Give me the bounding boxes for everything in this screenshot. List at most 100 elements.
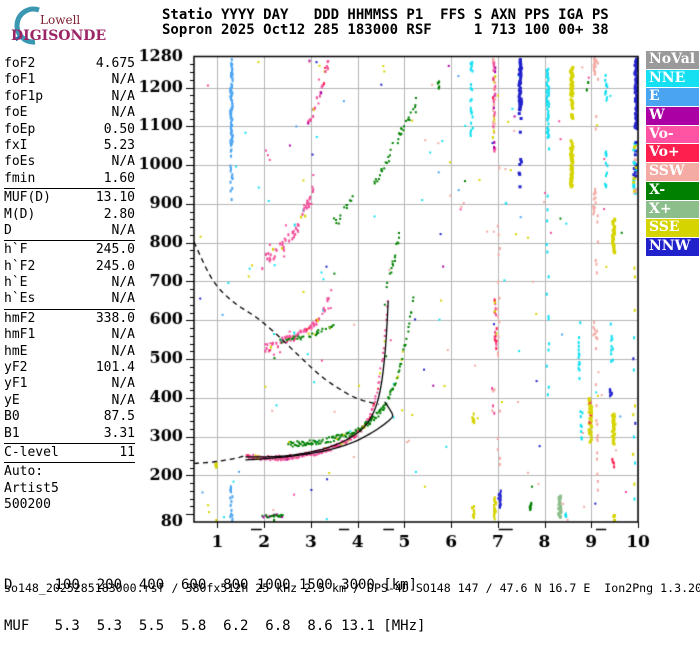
param-row-d: D N/A: [4, 223, 135, 239]
param-separator: [4, 442, 135, 444]
param-label: foEs: [4, 154, 36, 170]
legend-item-e: E: [646, 88, 699, 107]
legend-item-noval: NoVal: [646, 51, 699, 69]
param-value: N/A: [111, 275, 135, 291]
header-line-values: Sopron 2025 Oct12 285 183000 RSF 1 713 1…: [162, 22, 609, 38]
param-label: h`F2: [4, 258, 36, 274]
param-value: N/A: [111, 327, 135, 343]
param-row-hme: hmE N/A: [4, 344, 135, 360]
param-row-m-d: M(D) 2.80: [4, 207, 135, 223]
param-row-yf2: yF2 101.4: [4, 360, 135, 376]
footer-status-line: so148_2025285183000.rsf / 380fx512h 25 k…: [4, 581, 700, 595]
legend-item-vo-: Vo-: [646, 125, 699, 144]
legend-item-nne: NNE: [646, 69, 699, 88]
legend-item-ssw: SSW: [646, 163, 699, 181]
param-separator: [4, 462, 135, 464]
param-label: h`E: [4, 275, 28, 291]
param-row-ye: yE N/A: [4, 393, 135, 409]
param-row-h-f: h`F 245.0: [4, 242, 135, 258]
param-value: 3.31: [103, 425, 135, 441]
logo-arc-icon: [14, 6, 40, 45]
digisonde-logo: Lowell DIGISONDE: [4, 3, 134, 51]
param-value: N/A: [111, 222, 135, 238]
param-row-fof1p: foF1p N/A: [4, 89, 135, 105]
param-row-fmin: fmin 1.60: [4, 171, 135, 187]
param-row-foe: foE N/A: [4, 105, 135, 121]
param-label: C-level: [4, 444, 59, 460]
autoscaling-info-line: 500200: [4, 497, 51, 513]
param-row-hmf2: hmF2 338.0: [4, 311, 135, 327]
param-value: 245.0: [95, 258, 135, 274]
param-label: fxI: [4, 137, 28, 153]
param-row-h-e: h`E N/A: [4, 275, 135, 291]
param-label: h`Es: [4, 291, 36, 307]
param-label: B0: [4, 409, 20, 425]
autoscaling-info-line: Auto:: [4, 464, 44, 480]
param-row-fof2: foF2 4.675: [4, 56, 135, 72]
ionogram-plot-canvas: [0, 0, 700, 600]
param-row-h-f2: h`F2 245.0: [4, 259, 135, 275]
param-separator: [4, 308, 135, 310]
param-label: hmE: [4, 343, 28, 359]
param-label: D: [4, 222, 12, 238]
param-row-fxi: fxI 5.23: [4, 138, 135, 154]
param-label: foF1: [4, 72, 36, 88]
param-label: fmin: [4, 170, 36, 186]
distance-row: D 100 200 400 600 800 1000 1500 3000 [km…: [4, 576, 418, 593]
param-value: 5.23: [103, 137, 135, 153]
param-value: 4.675: [95, 56, 135, 71]
param-value: N/A: [111, 392, 135, 408]
param-label: B1: [4, 425, 20, 441]
param-row-foes: foEs N/A: [4, 154, 135, 170]
param-value: 87.5: [103, 409, 135, 425]
parameter-panel: foF2 4.675 foF1 N/A foF1p N/A foE N/A foEp 0.50 fx…: [4, 56, 135, 514]
param-value: 338.0: [95, 310, 135, 326]
param-label: M(D): [4, 206, 36, 222]
param-label: foE: [4, 105, 28, 121]
param-value: 2.80: [103, 206, 135, 222]
param-label: foEp: [4, 121, 36, 137]
param-row-fof1: foF1 N/A: [4, 72, 135, 88]
muf-distance-table: D 100 200 400 600 800 1000 1500 3000 [km…: [4, 551, 425, 661]
param-label: foF1p: [4, 88, 44, 104]
legend-item-sse: SSE: [646, 219, 699, 237]
param-label: hmF2: [4, 310, 36, 326]
param-value: N/A: [111, 88, 135, 104]
param-value: 0.50: [103, 121, 135, 137]
param-separator: [4, 188, 135, 190]
param-label: yF2: [4, 360, 28, 376]
param-value: N/A: [111, 343, 135, 359]
param-row-c-level: C-level 11: [4, 445, 135, 461]
param-label: yF1: [4, 376, 28, 392]
param-value: 1.60: [103, 170, 135, 186]
param-row-h-es: h`Es N/A: [4, 291, 135, 307]
param-value: 13.10: [95, 190, 135, 206]
param-label: hmF1: [4, 327, 36, 343]
param-row-muf-d: MUF(D) 13.10: [4, 190, 135, 206]
param-separator: [4, 240, 135, 242]
legend-item-w: W: [646, 107, 699, 125]
header-line-fields: Statio YYYY DAY DDD HHMMSS P1 FFS S AXN …: [162, 7, 609, 23]
param-label: MUF(D): [4, 190, 51, 206]
legend-item-vo+: Vo+: [646, 144, 699, 163]
param-value: N/A: [111, 72, 135, 88]
param-value: N/A: [111, 291, 135, 307]
param-row-yf1: yF1 N/A: [4, 376, 135, 392]
muf-row: MUF 5.3 5.3 5.5 5.8 6.2 6.8 8.6 13.1 [MH…: [4, 617, 426, 634]
legend-item-nnw: NNW: [646, 237, 699, 256]
legend-item-x-: X-: [646, 181, 699, 200]
param-row-b0: B0 87.5: [4, 409, 135, 425]
legend-item-x+: X+: [646, 200, 699, 219]
param-label: h`F: [4, 242, 28, 258]
param-row-b1: B1 3.31: [4, 426, 135, 442]
param-value: 101.4: [95, 360, 135, 376]
param-label: yE: [4, 392, 20, 408]
autoscaling-info-line: Artist5: [4, 480, 59, 496]
param-label: foF2: [4, 56, 36, 71]
direction-legend: NoVal NNE E W Vo- Vo+ SSW X- X+ SSE NNW: [646, 51, 699, 257]
param-value: N/A: [111, 105, 135, 121]
ionogram-app: Lowell DIGISONDE Statio YYYY DAY DDD HHM…: [0, 0, 700, 633]
param-value: N/A: [111, 154, 135, 170]
param-value: 245.0: [95, 242, 135, 258]
param-value: N/A: [111, 376, 135, 392]
